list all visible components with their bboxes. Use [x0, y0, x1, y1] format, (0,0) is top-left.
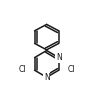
Text: N: N — [44, 73, 50, 82]
Text: N: N — [56, 53, 62, 62]
Text: Cl: Cl — [19, 65, 26, 74]
Text: Cl: Cl — [67, 65, 75, 74]
